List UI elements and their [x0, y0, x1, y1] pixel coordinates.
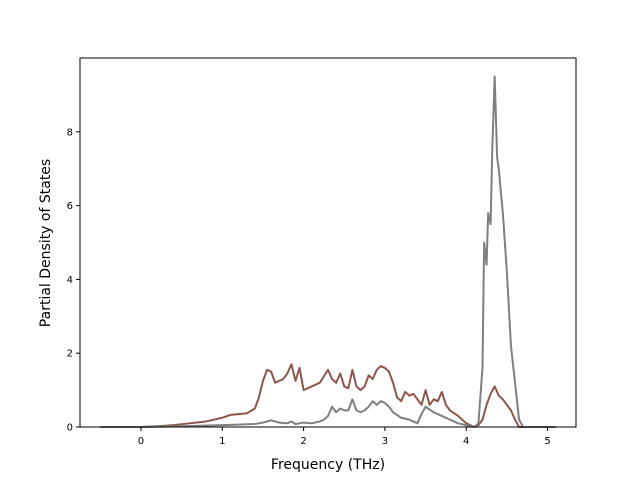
series-line-1 — [100, 363, 556, 428]
y-tick-label: 2 — [67, 349, 73, 360]
y-axis-ticks: 0 2 4 6 8 — [67, 127, 80, 434]
y-tick-label: 0 — [67, 423, 73, 434]
x-tick-label: 3 — [382, 436, 388, 447]
y-tick-label: 8 — [67, 127, 73, 138]
x-tick-label: 5 — [544, 436, 550, 447]
x-axis-ticks: 0 1 2 3 4 5 — [138, 427, 551, 447]
x-tick-label: 2 — [300, 436, 306, 447]
x-tick-label: 0 — [138, 436, 144, 447]
y-tick-label: 6 — [67, 201, 73, 212]
x-tick-label: 4 — [463, 436, 469, 447]
y-tick-label: 4 — [67, 275, 73, 286]
y-axis-label: Partial Density of States — [38, 159, 54, 327]
series-line-2 — [100, 75, 556, 428]
plot-frame — [79, 57, 577, 428]
series-layer — [100, 75, 556, 428]
x-axis-label: Frequency (THz) — [271, 457, 385, 473]
x-tick-label: 1 — [219, 436, 225, 447]
